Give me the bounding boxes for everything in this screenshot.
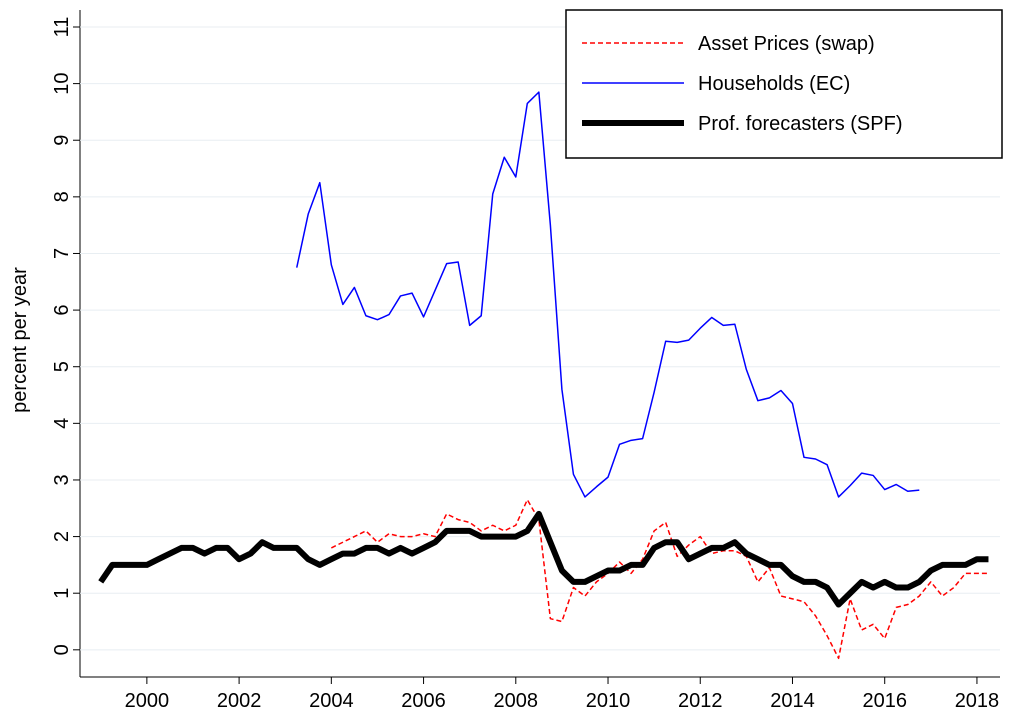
x-tick-label: 2018	[955, 690, 1000, 712]
y-tick-label: 10	[51, 72, 73, 94]
x-tick-label: 2004	[309, 690, 354, 712]
x-tick-label: 2010	[586, 690, 631, 712]
y-tick-label: 9	[51, 135, 73, 146]
line	[98, 510, 989, 608]
y-tick-label: 5	[51, 361, 73, 372]
y-tick-label: 11	[51, 17, 73, 38]
y-axis-label: percent per year	[9, 267, 31, 413]
legend-box	[565, 9, 1003, 159]
y-tick-label: 0	[51, 644, 73, 655]
x-tick-label: 2016	[862, 690, 907, 712]
x-tick-label: 2002	[217, 690, 262, 712]
x-tick-label: 2012	[678, 690, 723, 712]
x-tick-label: 2008	[494, 690, 539, 712]
legend-label: Prof. forecasters (SPF)	[698, 113, 903, 135]
line	[296, 91, 920, 498]
x-tick-label: 2006	[401, 690, 446, 712]
x-tick-label: 2014	[770, 690, 815, 712]
y-tick-label: 6	[51, 305, 73, 316]
legend-label: Asset Prices (swap)	[698, 33, 875, 55]
y-tick-label: 1	[51, 588, 73, 599]
legend-label: Households (EC)	[698, 73, 850, 95]
line	[330, 499, 989, 660]
y-tick-label: 4	[51, 418, 73, 429]
y-tick-label: 7	[51, 248, 73, 259]
x-tick-label: 2000	[125, 690, 170, 712]
y-tick-label: 3	[51, 474, 73, 485]
y-tick-label: 8	[51, 191, 73, 202]
y-tick-label: 2	[51, 531, 73, 542]
